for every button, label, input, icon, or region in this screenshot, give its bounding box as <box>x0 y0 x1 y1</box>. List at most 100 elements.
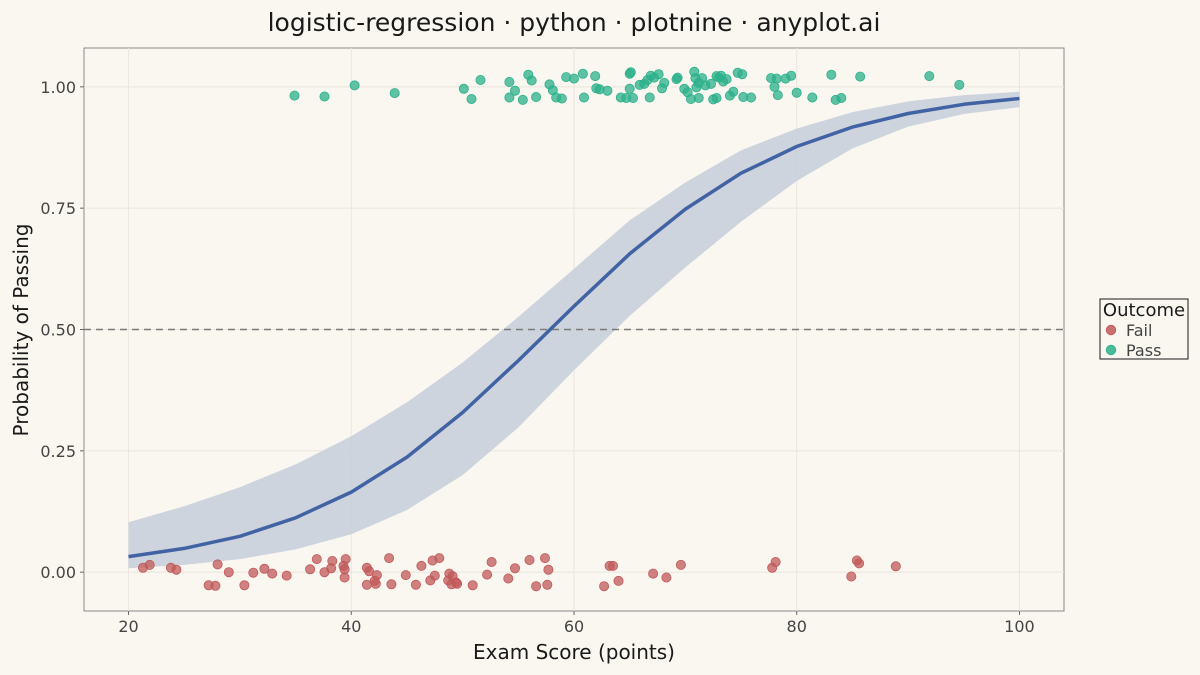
series-fail <box>137 553 901 592</box>
y-axis-title: Probability of Passing <box>9 224 33 437</box>
data-point <box>791 87 802 98</box>
y-tick-label: 0.75 <box>40 199 76 218</box>
data-point <box>327 556 338 567</box>
data-point <box>836 93 847 104</box>
data-point <box>855 71 866 82</box>
data-point <box>212 559 223 570</box>
y-tick-label: 0.25 <box>40 442 76 461</box>
data-point <box>675 559 686 570</box>
data-point <box>339 572 350 583</box>
data-point <box>509 563 520 574</box>
data-point <box>661 572 672 583</box>
data-point <box>281 570 292 581</box>
logistic-curve <box>128 96 1020 559</box>
x-axis-ticks: 20 40 60 80 100 <box>118 611 1035 636</box>
data-point <box>504 92 515 103</box>
x-tick-label: 20 <box>118 617 138 636</box>
data-point <box>540 553 551 564</box>
grid-lines <box>84 48 1064 611</box>
data-point <box>349 80 360 91</box>
data-point <box>531 92 542 103</box>
data-point <box>370 578 381 589</box>
data-point <box>613 575 624 586</box>
legend-swatch-fail <box>1105 324 1117 336</box>
data-point <box>503 573 514 584</box>
data-point <box>746 92 757 103</box>
data-point <box>482 569 493 580</box>
data-point <box>144 559 155 570</box>
data-point <box>531 581 542 592</box>
data-point <box>239 580 250 591</box>
data-point <box>769 81 780 92</box>
data-point <box>267 568 278 579</box>
data-point <box>526 75 537 86</box>
data-point <box>466 94 477 105</box>
data-point <box>608 560 619 571</box>
data-point <box>579 92 590 103</box>
data-point <box>458 83 469 94</box>
x-tick-label: 40 <box>341 617 361 636</box>
data-point <box>706 78 717 89</box>
data-point <box>711 93 722 104</box>
data-point <box>416 560 427 571</box>
legend-title: Outcome <box>1103 300 1185 321</box>
data-point <box>289 90 300 101</box>
data-point <box>644 92 655 103</box>
data-point <box>467 580 478 591</box>
data-point <box>924 71 935 82</box>
y-axis-ticks: 0.00 0.25 0.50 0.75 1.00 <box>40 78 84 582</box>
data-point <box>371 570 382 581</box>
data-point <box>624 83 635 94</box>
data-point <box>517 94 528 105</box>
data-point <box>569 73 580 84</box>
data-point <box>340 554 351 565</box>
data-point <box>452 578 463 589</box>
x-axis-title: Exam Score (points) <box>473 640 675 664</box>
data-point <box>305 564 316 575</box>
data-point <box>846 571 857 582</box>
data-point <box>786 70 797 81</box>
data-point <box>628 93 639 104</box>
data-point <box>311 554 322 565</box>
data-point <box>429 570 440 581</box>
data-point <box>389 88 400 99</box>
data-point <box>319 91 330 102</box>
data-point <box>223 567 234 578</box>
x-tick-label: 100 <box>1004 617 1035 636</box>
y-tick-label: 1.00 <box>40 78 76 97</box>
data-point <box>210 580 221 591</box>
confidence-band <box>128 91 1020 569</box>
data-point <box>599 581 610 592</box>
data-point <box>171 564 182 575</box>
data-point <box>602 85 613 96</box>
data-point <box>384 553 395 564</box>
data-point <box>577 68 588 79</box>
legend-label-pass: Pass <box>1126 341 1161 360</box>
data-point <box>259 563 270 574</box>
data-point <box>826 69 837 80</box>
y-tick-label: 0.50 <box>40 321 76 340</box>
data-point <box>542 579 553 590</box>
data-point <box>737 69 748 80</box>
data-point <box>771 73 782 84</box>
data-point <box>543 564 554 575</box>
data-point <box>364 566 375 577</box>
data-point <box>509 85 520 96</box>
data-point <box>807 92 818 103</box>
data-point <box>728 86 739 97</box>
x-tick-label: 80 <box>787 617 807 636</box>
data-point <box>410 579 421 590</box>
x-tick-label: 60 <box>564 617 584 636</box>
data-point <box>524 555 535 566</box>
chart-title: logistic-regression · python · plotnine … <box>268 8 881 37</box>
data-point <box>248 567 259 578</box>
data-point <box>475 75 486 86</box>
data-point <box>854 558 865 569</box>
data-point <box>890 561 901 572</box>
logistic-curve-line <box>128 96 1020 559</box>
confidence-band-area <box>128 91 1020 569</box>
data-point <box>590 71 601 82</box>
data-point <box>504 77 515 88</box>
